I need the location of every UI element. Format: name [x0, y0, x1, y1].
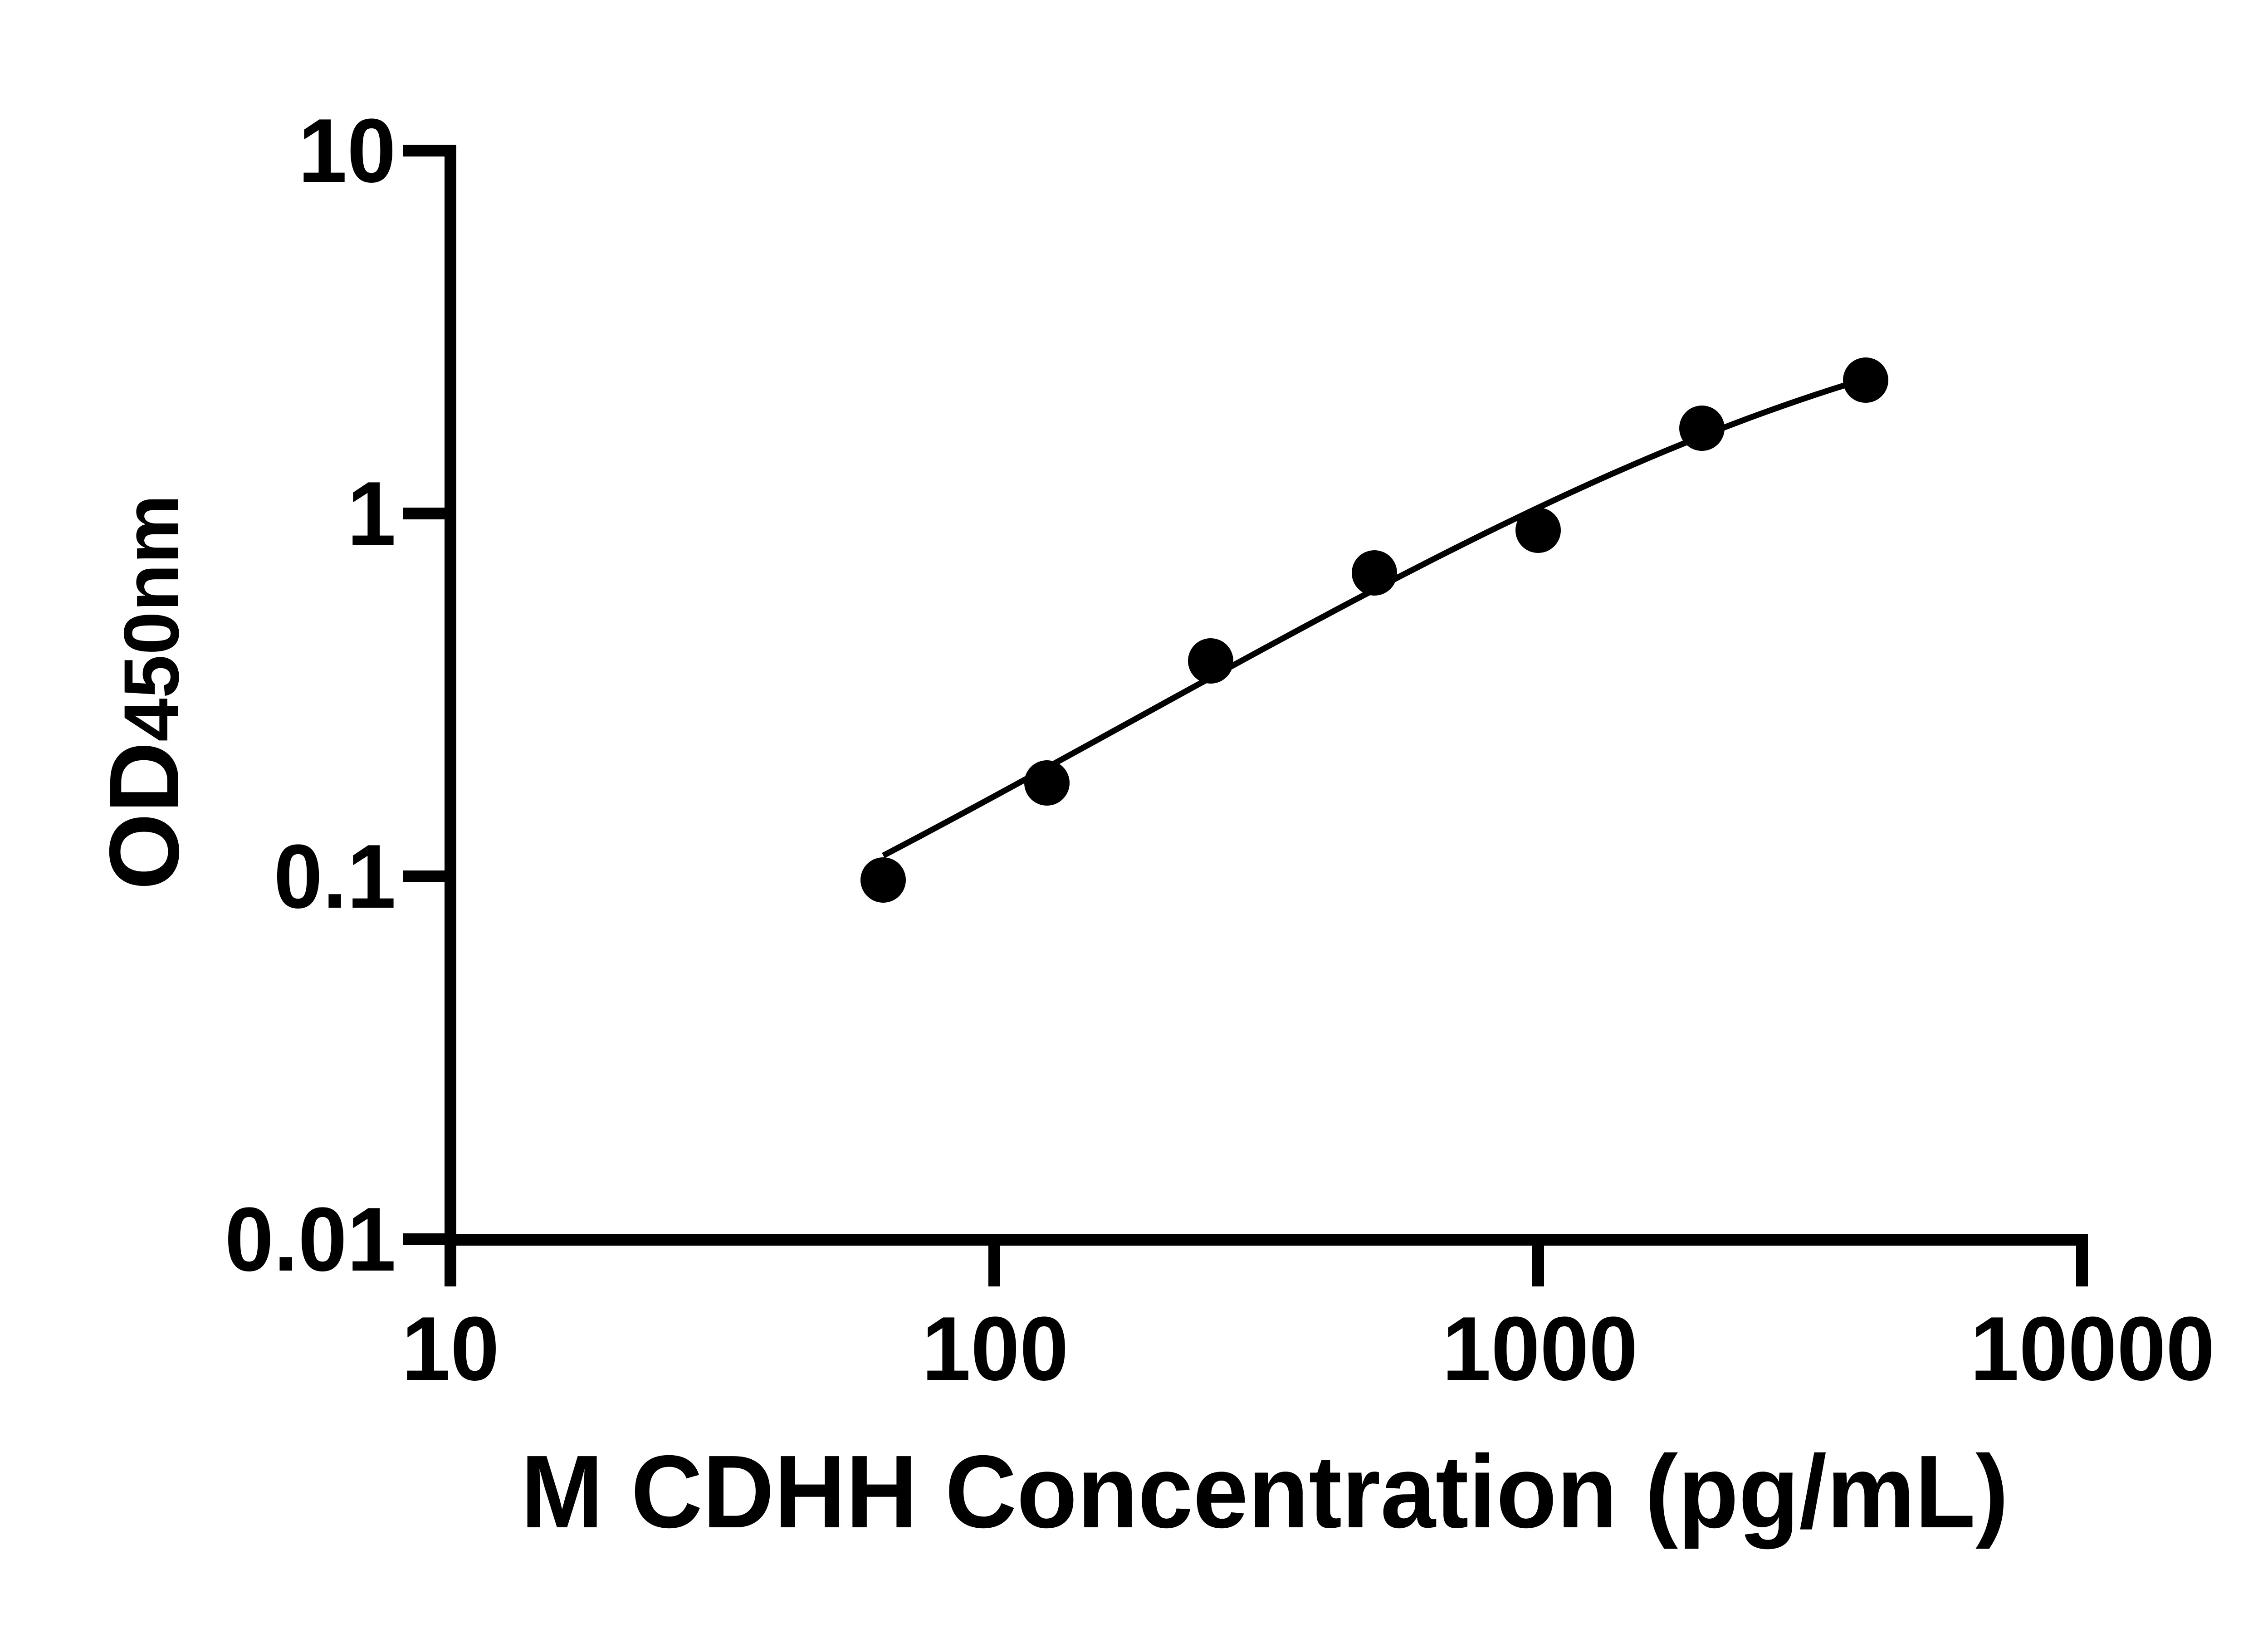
- svg-text:1: 1: [347, 463, 396, 564]
- svg-text:0.1: 0.1: [274, 826, 396, 927]
- svg-text:10000: 10000: [1970, 1298, 2214, 1399]
- svg-text:M CDHH Concentration (pg/mL): M CDHH Concentration (pg/mL): [521, 1434, 2009, 1550]
- svg-text:OD450nm: OD450nm: [89, 494, 200, 890]
- svg-text:0.01: 0.01: [225, 1188, 396, 1290]
- svg-text:100: 100: [922, 1298, 1069, 1399]
- svg-text:1000: 1000: [1442, 1298, 1638, 1399]
- svg-text:10: 10: [401, 1298, 499, 1399]
- svg-text:10: 10: [298, 100, 396, 201]
